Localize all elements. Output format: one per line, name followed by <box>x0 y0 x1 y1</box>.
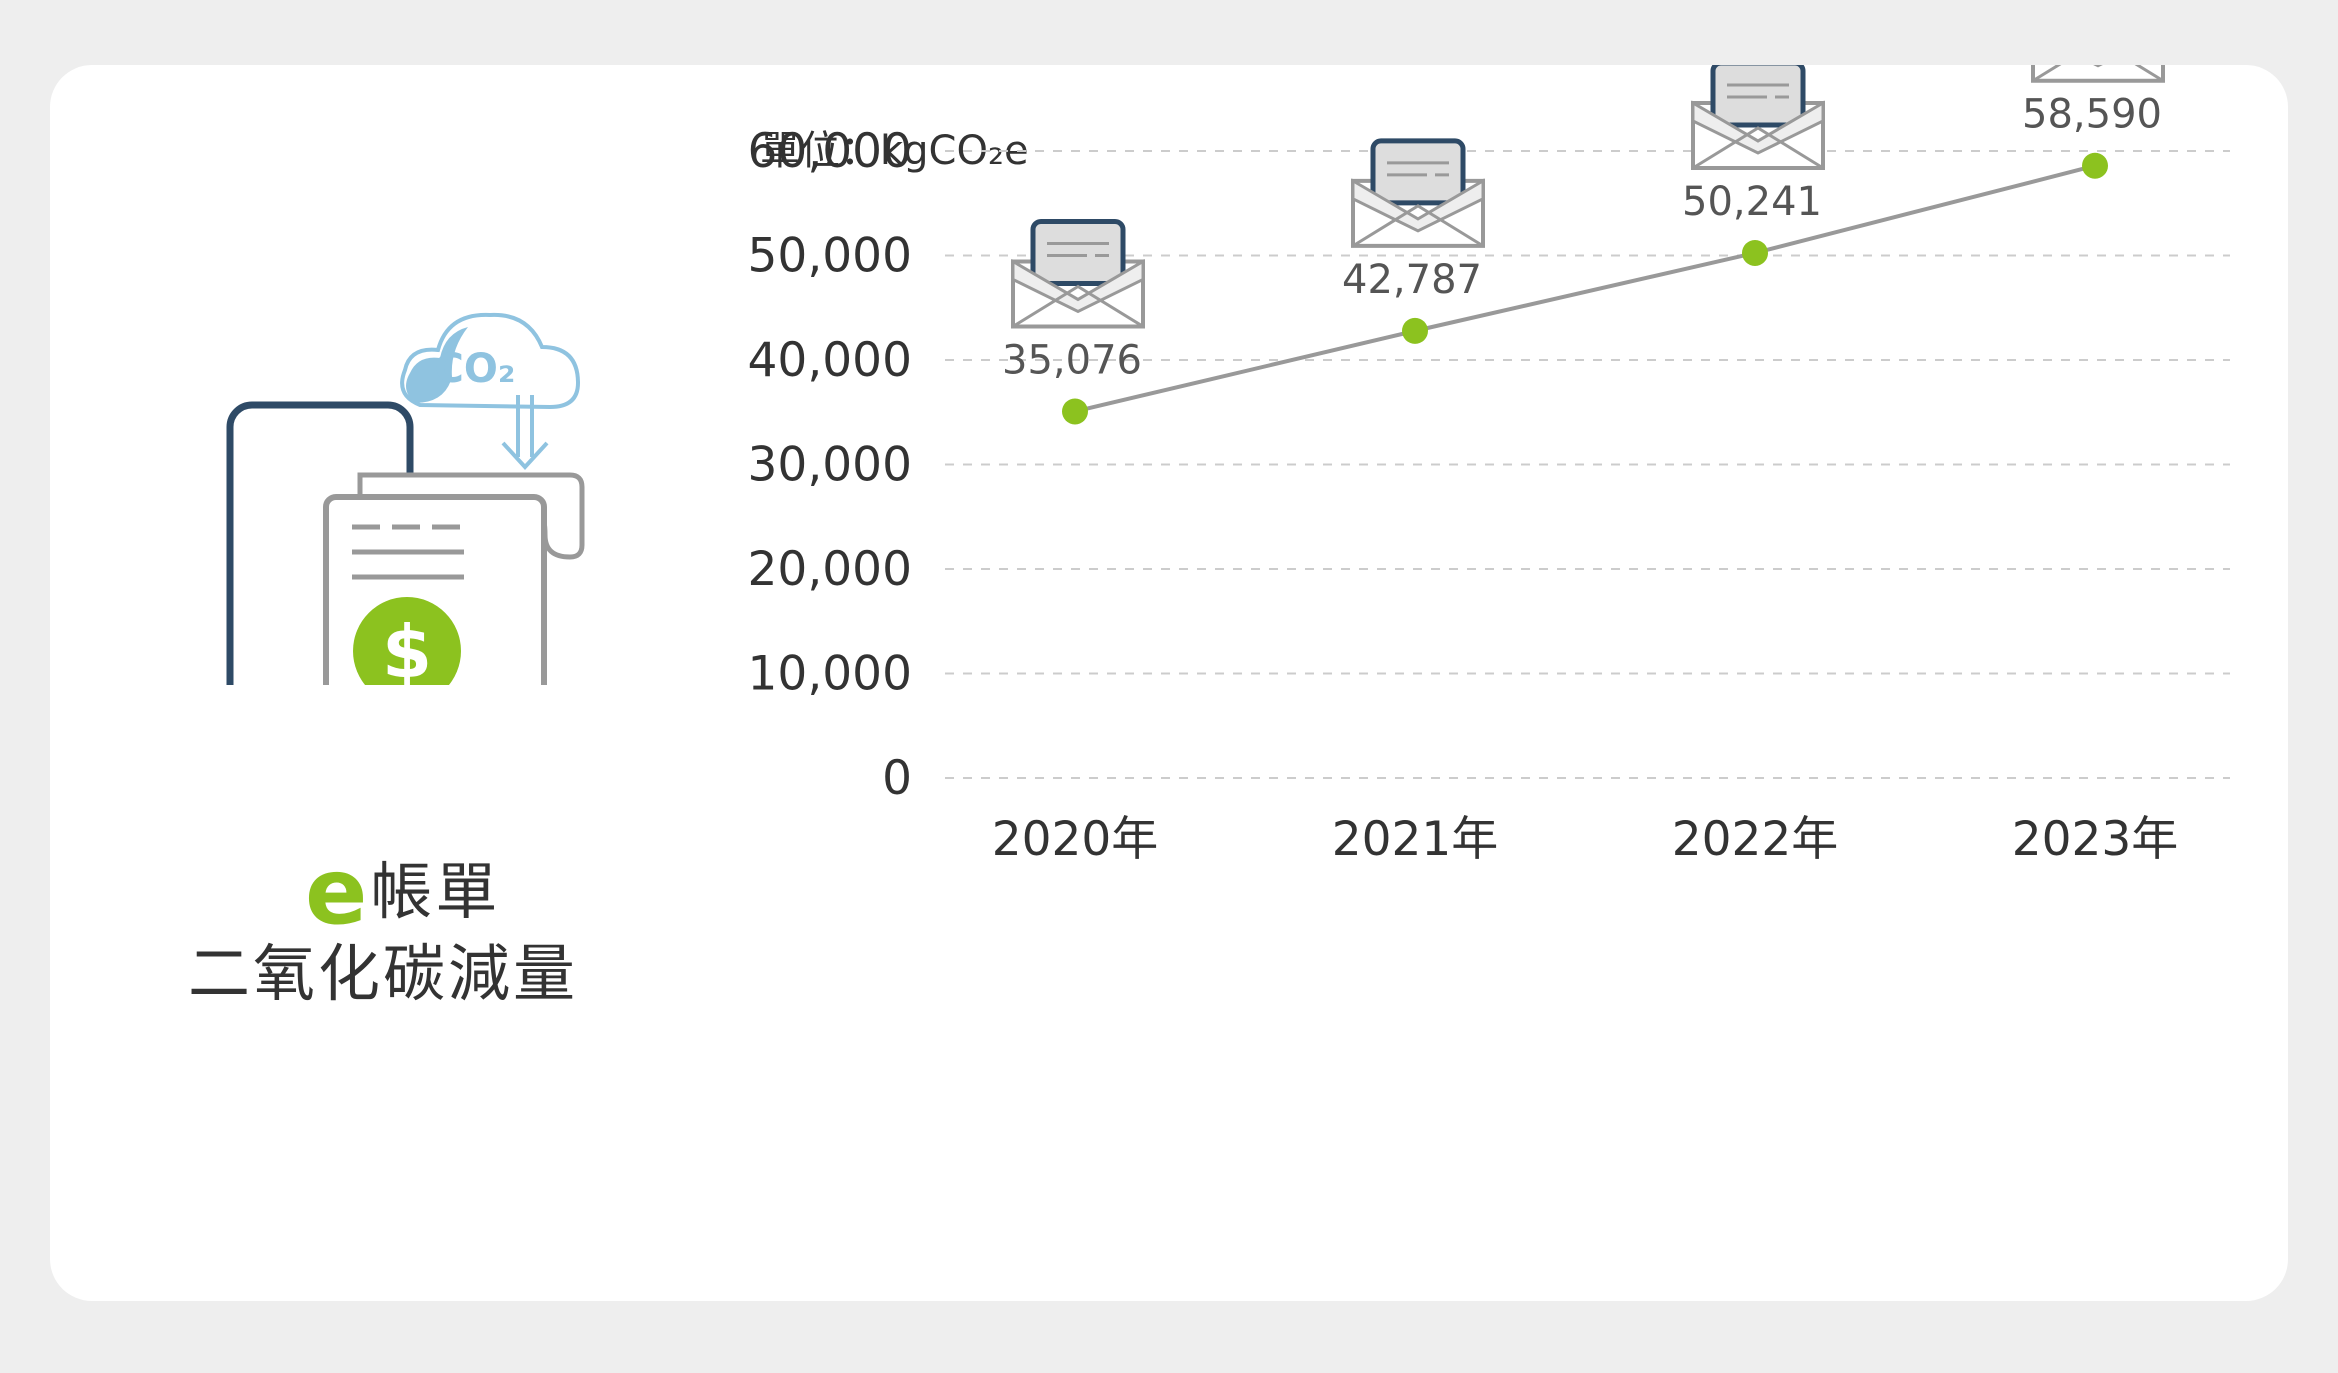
grid-lines <box>945 150 2230 779</box>
x-tick-label: 2023年 <box>2012 812 2179 867</box>
receipt-icon: $ <box>323 472 585 685</box>
dollar-symbol: $ <box>382 610 432 685</box>
e-letter: e <box>305 838 371 945</box>
envelope-icon <box>1691 65 1825 170</box>
data-points: 35,076 42,787 50,241 58,590 <box>1002 65 2165 425</box>
co2-label: CO₂ <box>435 346 516 392</box>
data-point <box>1062 398 1088 425</box>
y-tick-label: 50,000 <box>748 229 912 284</box>
data-label: 50,241 <box>1682 179 1822 225</box>
y-tick-label: 60,000 <box>748 124 912 179</box>
arrow-down-icon <box>501 395 549 470</box>
y-tick-label: 10,000 <box>748 647 912 702</box>
dollar-coin-icon <box>353 597 461 685</box>
data-label: 58,590 <box>2022 92 2162 138</box>
data-point <box>1402 317 1428 344</box>
chart-card: CO₂ $ e帳單 二氧化碳減量 單位：kgCO₂e <box>50 65 2288 1301</box>
co2-cloud-icon: CO₂ <box>400 312 581 410</box>
e-bill-illustration: CO₂ $ <box>226 312 585 685</box>
line-chart: 單位：kgCO₂e 010,00020,00030,00040,00050,00… <box>748 65 2230 867</box>
data-point <box>1742 239 1768 266</box>
y-tick-label: 20,000 <box>748 542 912 597</box>
x-tick-label: 2021年 <box>1332 812 1499 867</box>
data-point <box>2082 152 2108 179</box>
series-line <box>1074 163 2096 414</box>
caption-title: 帳單 <box>370 855 501 928</box>
y-tick-label: 30,000 <box>748 438 912 493</box>
y-axis: 0 10,000 20,000 30,000 40,000 50,000 60,000 <box>748 124 912 806</box>
y-tick-label: 40,000 <box>748 333 912 388</box>
x-axis: 2020年 2021年 2022年 2023年 <box>992 812 2179 867</box>
envelope-icon <box>1351 138 1485 248</box>
envelope-icon <box>1011 218 1145 329</box>
y-tick-label: 0 <box>882 751 912 806</box>
envelope-icon <box>2031 65 2165 83</box>
x-tick-label: 2020年 <box>992 812 1159 867</box>
data-label: 42,787 <box>1342 257 1482 303</box>
caption-line1: e帳單 <box>305 841 500 938</box>
data-label: 35,076 <box>1002 337 1142 383</box>
caption-subtitle: 二氧化碳減量 <box>188 937 579 1010</box>
x-tick-label: 2022年 <box>1672 812 1839 867</box>
